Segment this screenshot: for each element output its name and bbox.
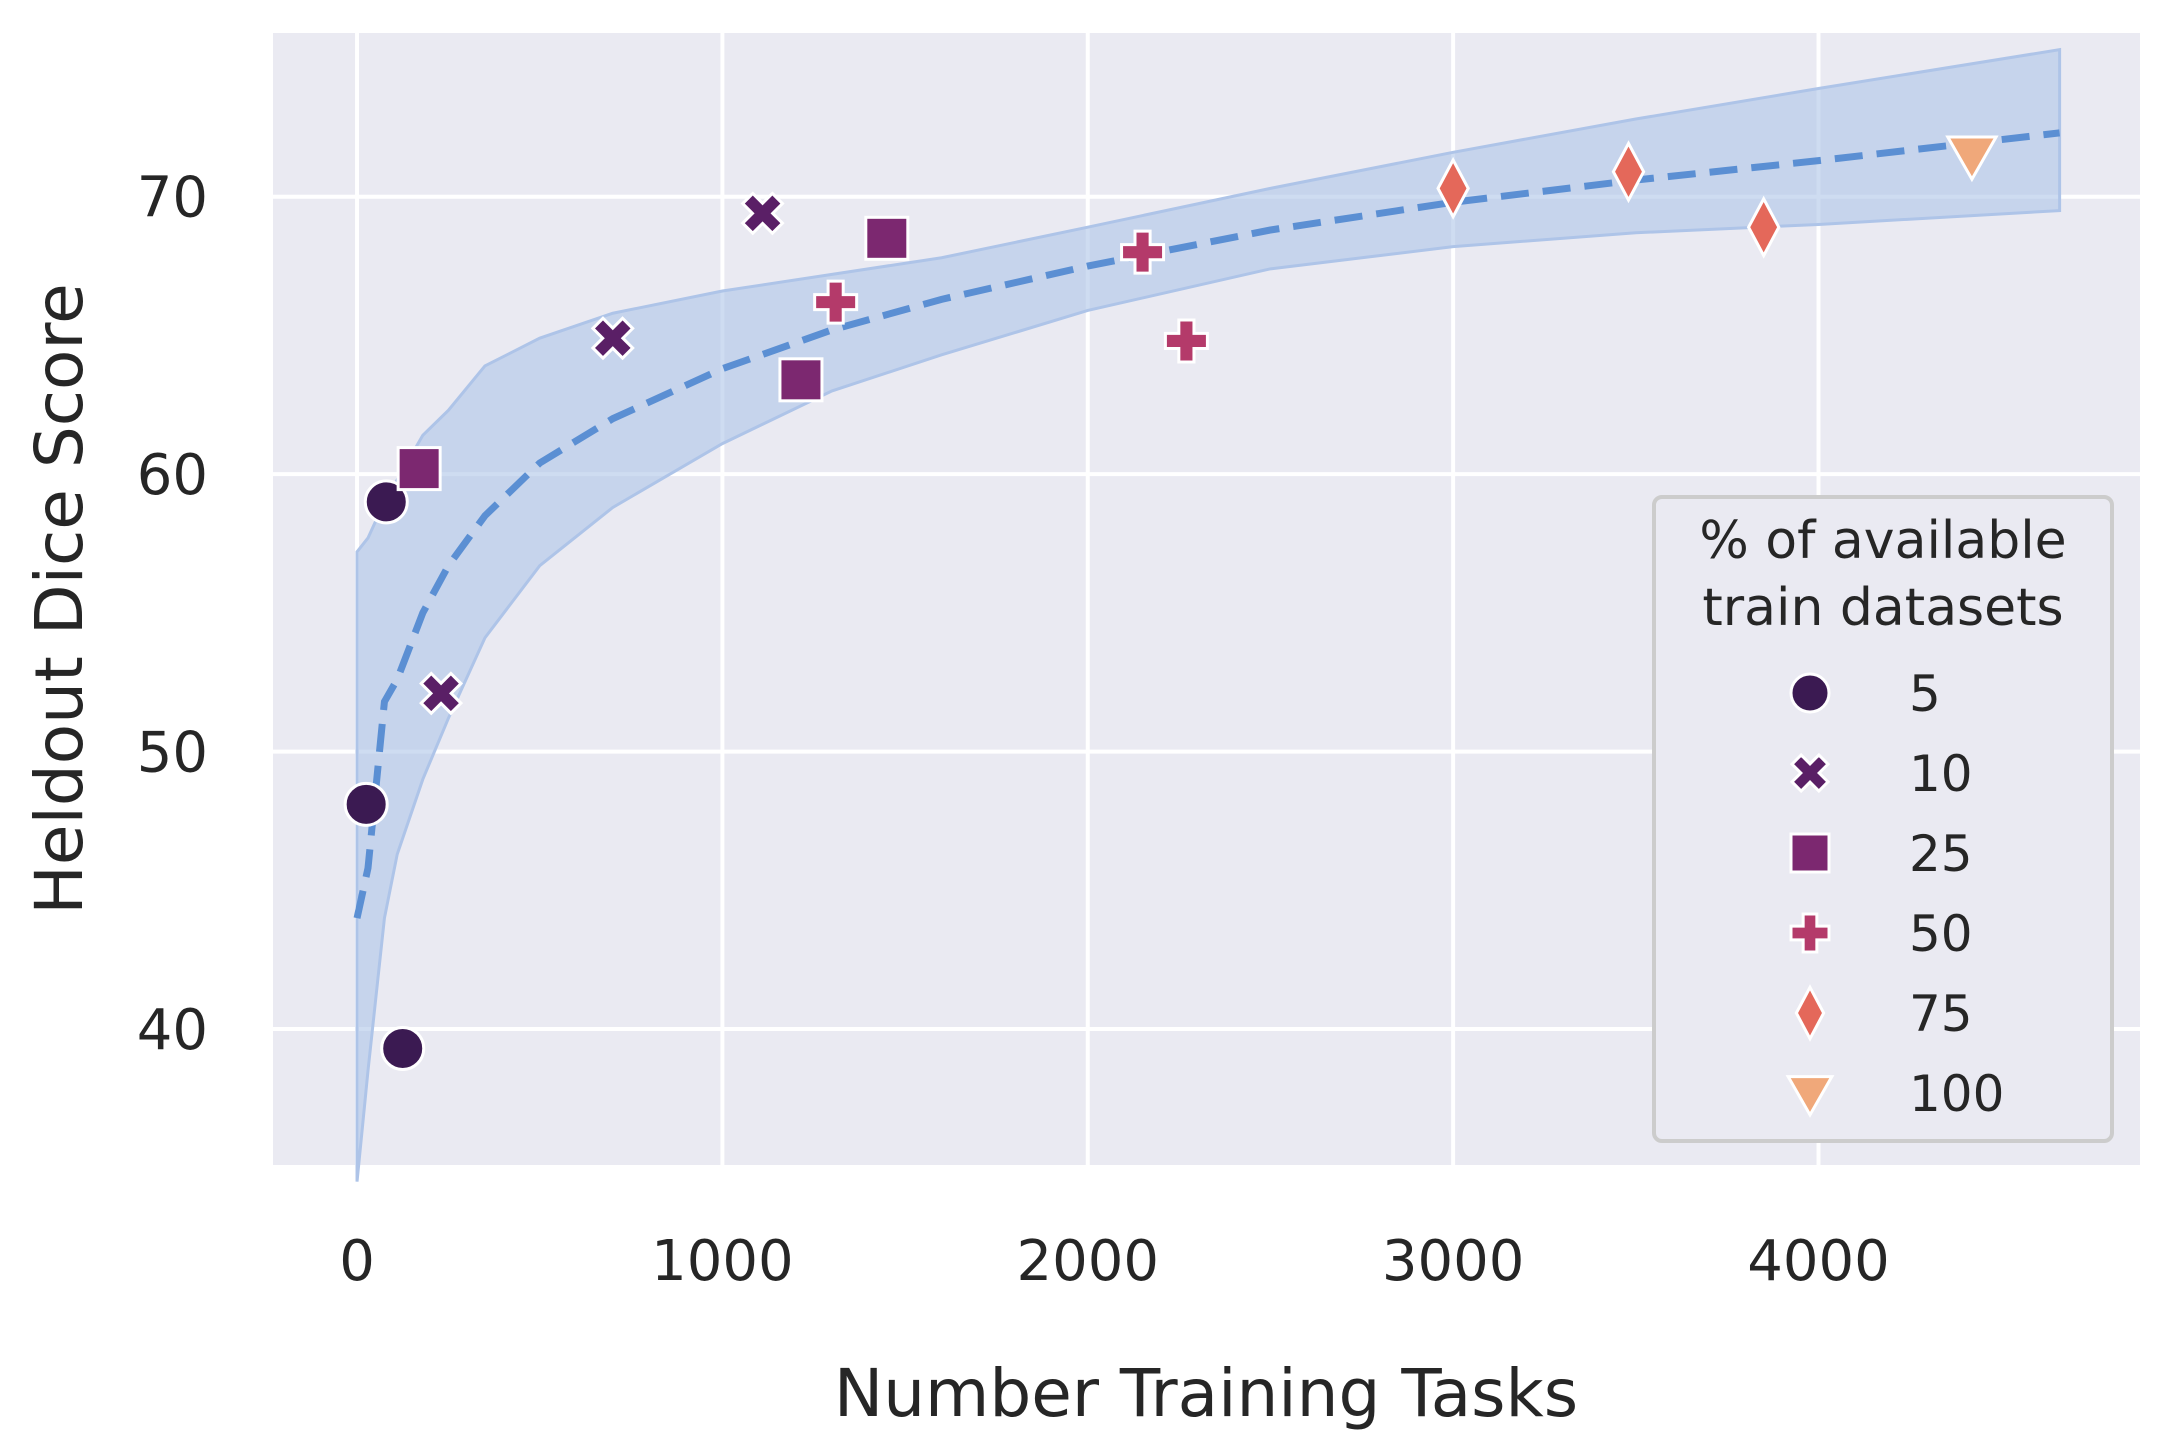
data-point-series-10 [740,191,785,236]
x-axis-title: Number Training Tasks [834,1355,1578,1432]
legend-title-line-1: % of available [1699,511,2066,571]
y-axis-title: Heldout Dice Score [21,283,98,914]
data-point-series-25 [396,446,442,492]
legend-entries: 5 10 25 50 75 100 [1785,665,2004,1123]
data-point-series-5 [363,479,409,525]
data-point-series-50 [1163,318,1209,364]
x-tick-label: 2000 [1016,1229,1159,1294]
x-tick-label: 4000 [1747,1229,1890,1294]
legend-box [1652,495,2114,1143]
y-tick-label: 50 [137,721,208,786]
legend-marker-50 [1789,912,1831,954]
legend-label-100: 100 [1909,1065,2004,1123]
x-tick-label: 0 [339,1229,375,1294]
data-point-series-50 [1120,229,1166,275]
data-point-series-75 [1436,156,1470,220]
legend-marker-100 [1785,1075,1835,1118]
legend-label-5: 5 [1909,665,1941,723]
x-tick-labels: 0 1000 2000 3000 4000 [339,1229,1890,1294]
confidence-band [355,47,2062,1182]
legend-marker-10 [1789,752,1831,794]
confidence-band-area [355,47,2062,1182]
data-point-series-100 [1945,135,1999,183]
data-point-series-50 [813,279,859,325]
y-tick-label: 60 [137,443,208,508]
y-tick-label: 70 [137,166,208,231]
y-tick-label: 40 [137,998,208,1063]
legend-marker-5 [1789,672,1831,714]
x-tick-label: 1000 [651,1229,794,1294]
data-points [343,135,1999,1071]
legend-label-25: 25 [1909,825,1973,883]
legend-marker-75 [1794,984,1826,1042]
data-point-series-25 [778,357,824,403]
data-point-series-25 [864,215,910,261]
y-tick-labels: 40 50 60 70 [137,166,208,1063]
legend-label-10: 10 [1909,745,1973,803]
fit-line [353,129,2061,919]
x-tick-label: 3000 [1382,1229,1525,1294]
fit-line-path [353,129,2061,919]
legend-marker-25 [1789,832,1831,874]
data-point-series-5 [343,781,389,827]
legend-title-line-2: train datasets [1702,578,2063,638]
legend-label-75: 75 [1909,985,1973,1043]
data-point-series-10 [590,316,635,361]
data-point-series-75 [1746,195,1781,259]
legend-label-50: 50 [1909,905,1973,963]
data-point-series-75 [1611,140,1646,204]
data-point-series-5 [380,1025,426,1071]
data-point-series-10 [419,671,464,716]
legend: % of available train datasets 5 10 25 50 75 1… [1652,495,2114,1143]
